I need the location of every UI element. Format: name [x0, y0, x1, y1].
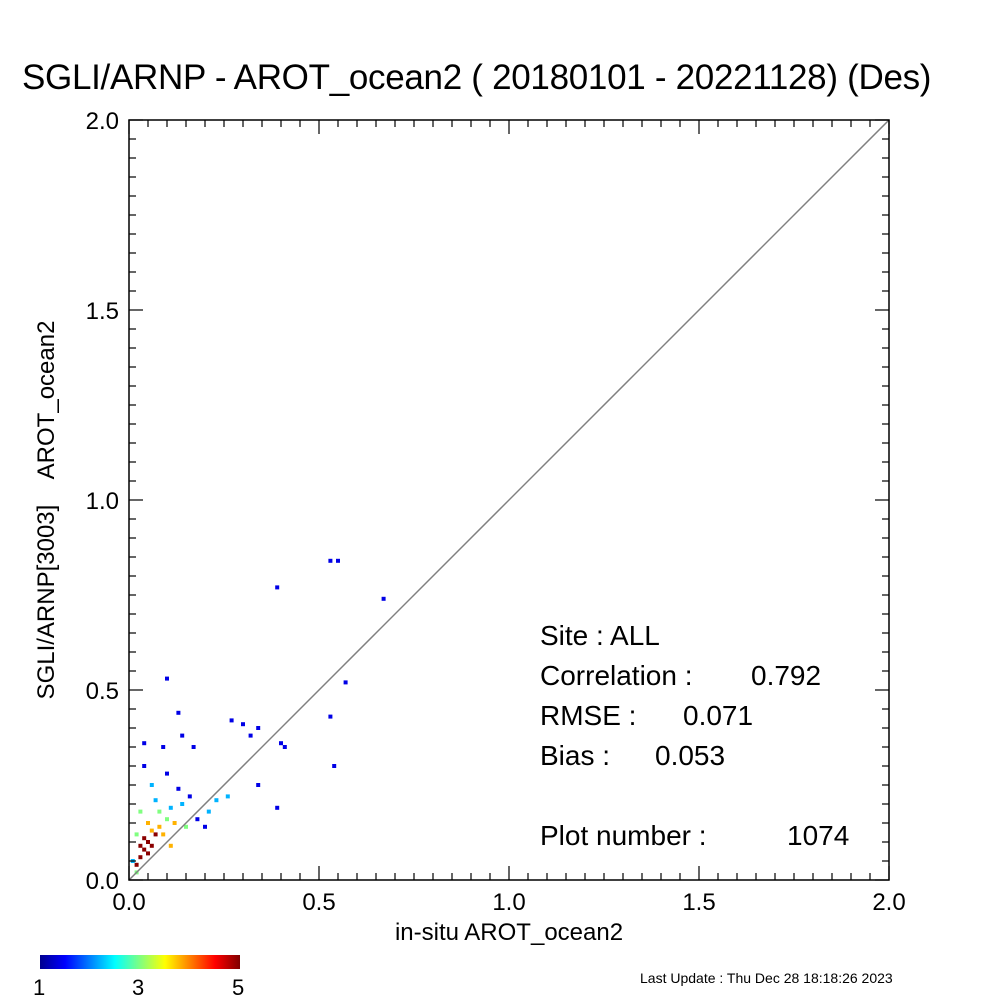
data-point [168, 843, 173, 848]
data-point [138, 809, 143, 814]
x-tick-label: 1.0 [492, 889, 525, 916]
data-point [328, 558, 333, 563]
data-point [187, 794, 192, 799]
stat-rmse: RMSE : 0.071 [540, 700, 753, 732]
correlation-value: 0.792 [751, 660, 822, 691]
data-point [153, 832, 158, 837]
data-point [149, 783, 154, 787]
data-points [130, 558, 386, 875]
data-point [153, 798, 158, 803]
data-point [275, 585, 280, 590]
data-point [138, 843, 143, 848]
colorbar [40, 955, 240, 969]
y-tick-label: 2.0 [86, 108, 119, 135]
data-point [343, 680, 348, 685]
y-tick-label: 0.0 [86, 868, 119, 895]
data-point [172, 821, 177, 825]
data-point [176, 710, 181, 715]
plot-number-value: 1074 [787, 820, 850, 851]
data-point [332, 764, 337, 768]
y-tick-label: 0.5 [86, 678, 119, 705]
colorbar-label-min: 1 [33, 975, 46, 1000]
tick-labels: 0.0 0.5 1.0 1.5 2.0 0.0 0.5 1.0 1.5 2.0 [86, 108, 906, 916]
data-point [142, 741, 147, 746]
x-axis-label: in-situ AROT_ocean2 [395, 919, 623, 946]
data-point [165, 676, 169, 681]
data-point [176, 786, 181, 791]
x-tick-label: 0.0 [112, 889, 145, 916]
data-point [134, 832, 139, 837]
data-point [138, 855, 143, 860]
data-point [142, 847, 147, 852]
data-point [146, 821, 150, 825]
data-point [157, 809, 162, 814]
data-point [203, 824, 207, 829]
data-point [157, 824, 162, 829]
one-to-one-line [128, 119, 890, 881]
data-point [275, 805, 280, 810]
colorbar-label-max: 5 [232, 975, 245, 1000]
y-tick-label: 1.0 [86, 488, 119, 515]
data-point [248, 733, 253, 738]
data-point [149, 828, 154, 833]
data-point [206, 809, 211, 814]
last-update: Last Update : Thu Dec 28 18:18:26 2023 [640, 970, 893, 986]
data-point [256, 726, 261, 730]
bias-value: 0.053 [655, 740, 726, 771]
data-point [191, 745, 196, 749]
data-point [241, 722, 245, 727]
data-point [180, 802, 185, 806]
x-tick-label: 1.5 [682, 889, 715, 916]
data-point [146, 840, 150, 844]
data-point [180, 733, 185, 738]
y-tick-label: 1.5 [86, 298, 119, 325]
data-point [214, 798, 219, 803]
data-point [229, 718, 234, 723]
x-tick-label: 0.5 [302, 889, 335, 916]
data-point [165, 817, 169, 822]
data-point [161, 832, 166, 837]
data-point [336, 558, 340, 563]
stat-site: Site : ALL [540, 620, 660, 651]
data-point [146, 851, 150, 856]
data-point [195, 817, 200, 822]
data-point [142, 764, 147, 768]
colorbar-label-mid: 3 [132, 975, 145, 1000]
stat-plot-number: Plot number : 1074 [540, 820, 849, 852]
stat-correlation: Correlation : 0.792 [540, 660, 821, 692]
plot-frame [128, 119, 890, 881]
rmse-value: 0.071 [683, 700, 754, 731]
plot-number-label: Plot number : [540, 820, 707, 851]
data-point [142, 836, 147, 841]
y-axis-label: SGLI/ARNP[3003] AROT_ocean2 [33, 321, 60, 700]
chart-title: SGLI/ARNP - AROT_ocean2 ( 20180101 - 202… [22, 58, 932, 97]
data-point [165, 771, 169, 776]
data-point [279, 741, 283, 746]
data-point [282, 745, 287, 749]
data-point [149, 843, 154, 848]
data-point [381, 596, 386, 601]
data-point [328, 714, 333, 719]
data-point [184, 824, 188, 829]
bias-label: Bias : [540, 740, 611, 771]
data-point [168, 805, 173, 810]
data-point [161, 745, 166, 749]
correlation-label: Correlation : [540, 660, 693, 691]
data-point [134, 862, 139, 867]
stat-bias: Bias : 0.053 [540, 740, 725, 772]
data-point [225, 794, 230, 799]
data-point [256, 783, 261, 787]
x-tick-label: 2.0 [872, 889, 905, 916]
rmse-label: RMSE : [540, 700, 637, 731]
